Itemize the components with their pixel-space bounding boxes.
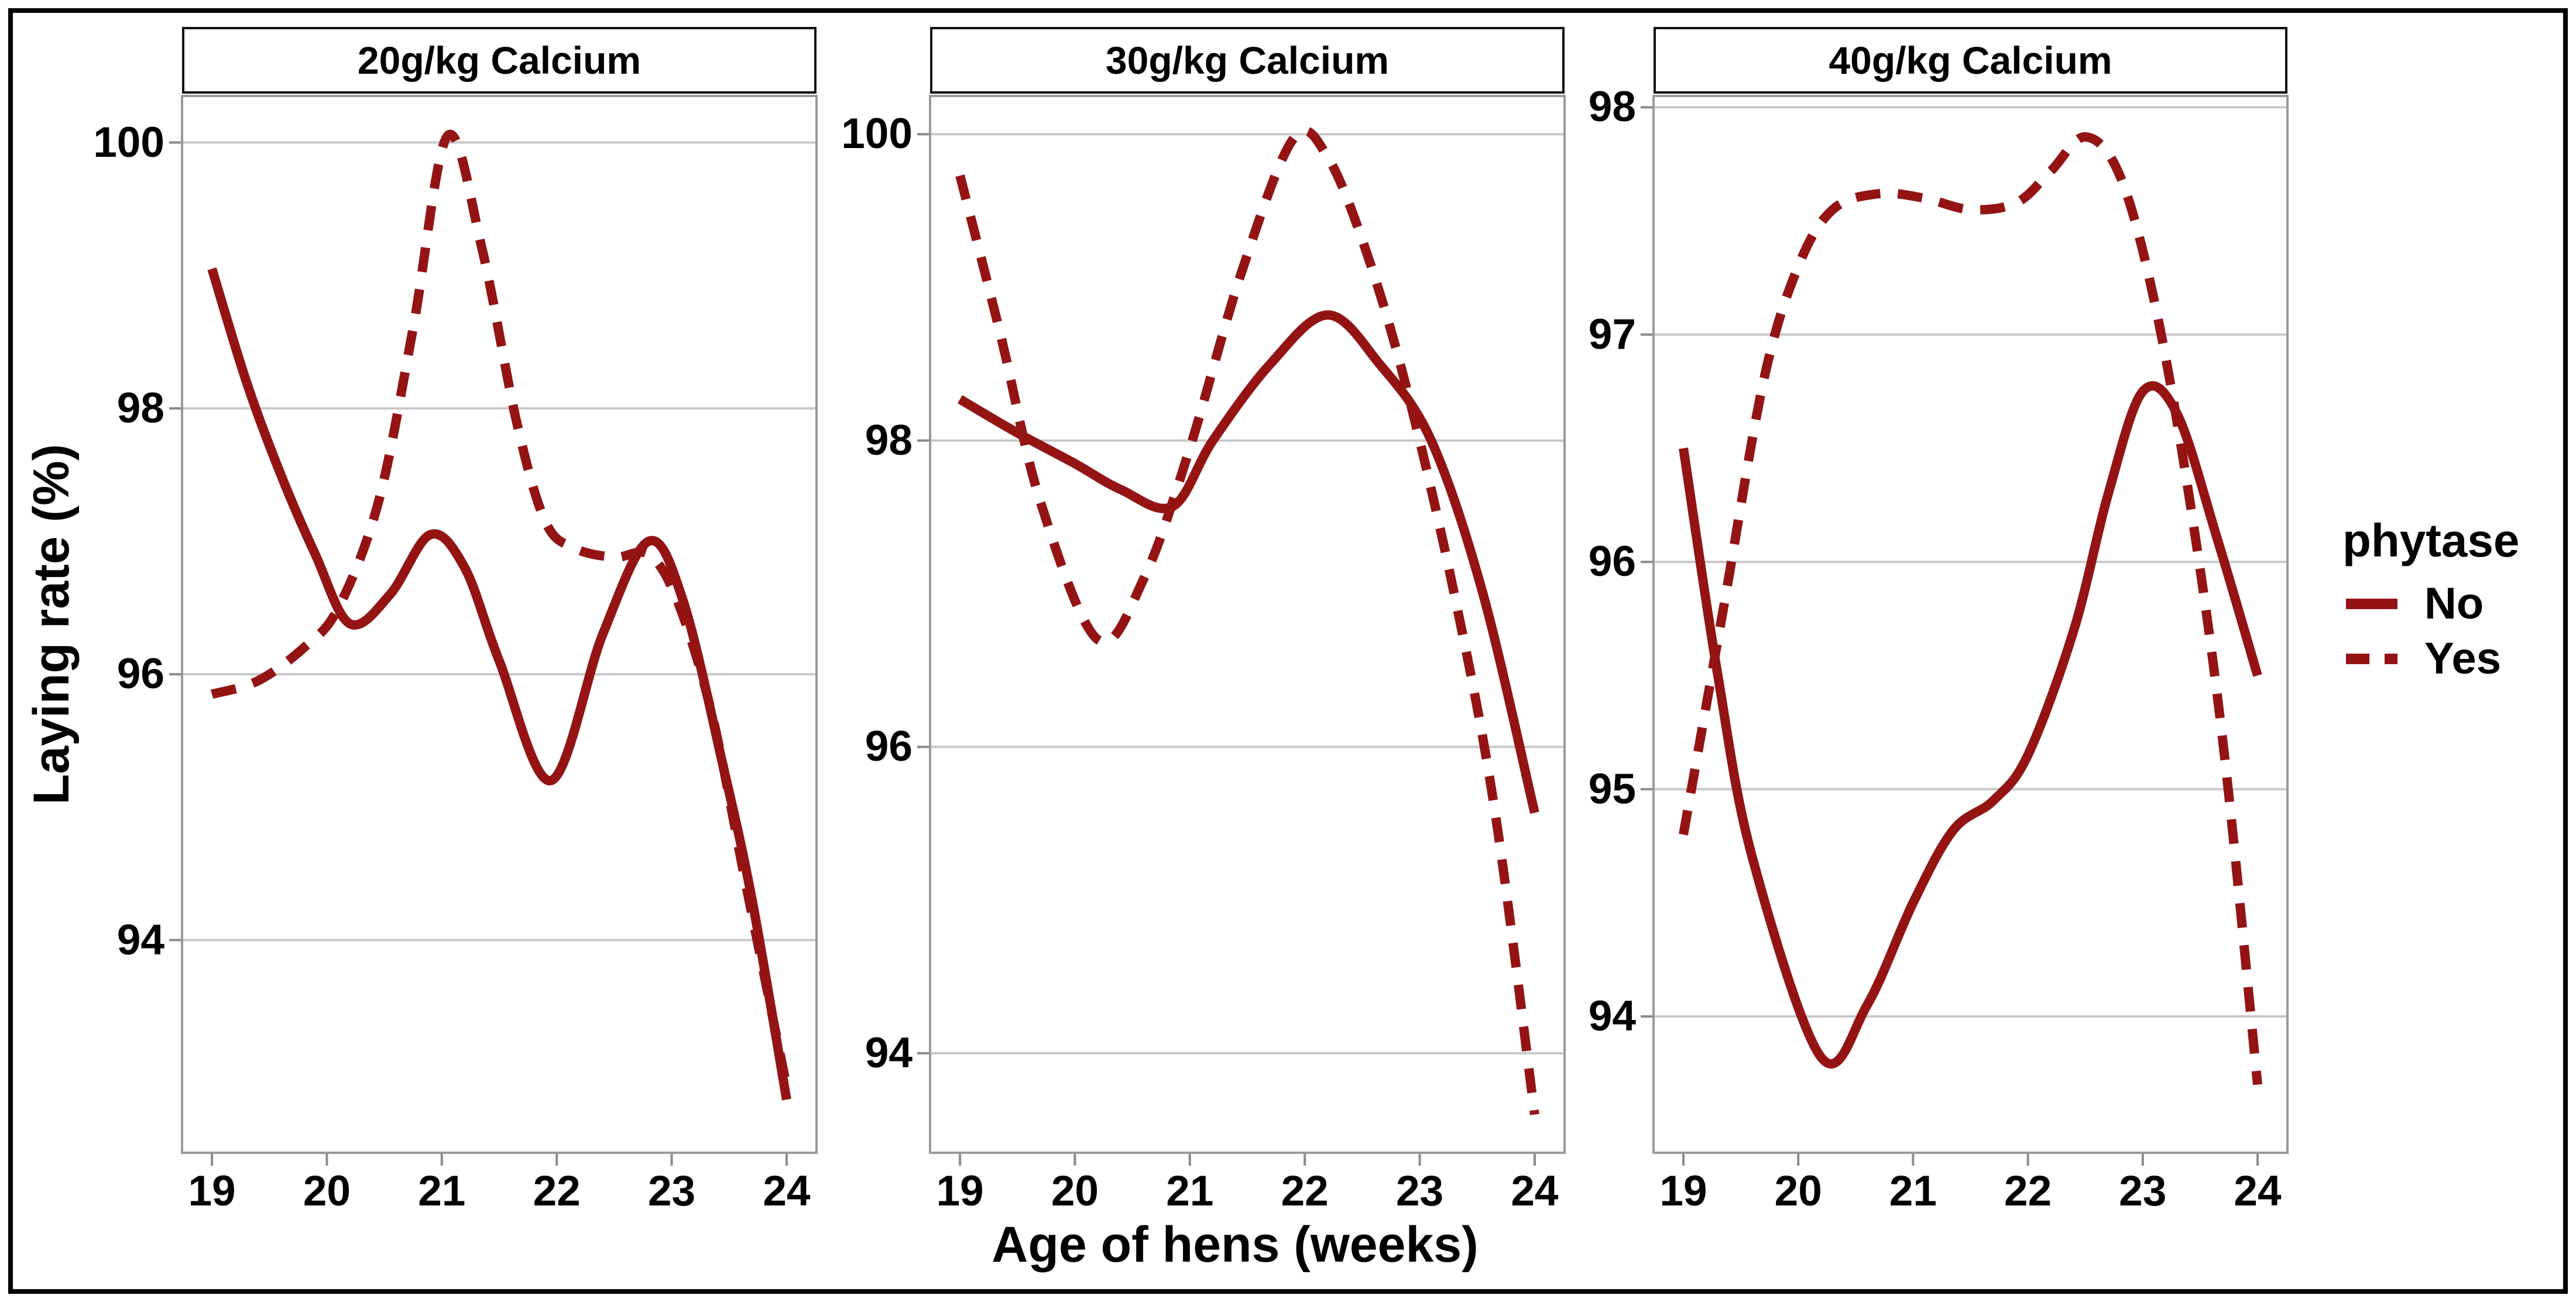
- x-tick-label: 22: [2004, 1167, 2052, 1215]
- y-tick-label: 94: [116, 916, 164, 964]
- curve-30-no: [958, 310, 1539, 814]
- panel-border: [1652, 95, 2289, 1154]
- legend-key-solid-line-icon: [2346, 599, 2397, 609]
- facet-strip-30gkg: 30g/kg Calcium: [930, 27, 1565, 94]
- curve-30-yes: [955, 126, 1539, 1115]
- y-tick-label: 97: [1588, 310, 1636, 358]
- y-tick-label: 96: [865, 723, 913, 771]
- legend-entry-no: No: [2424, 579, 2484, 628]
- curve-20-yes: [210, 129, 791, 1087]
- facet-strip-40gkg: 40g/kg Calcium: [1654, 27, 2287, 94]
- facet-strip-title: 40g/kg Calcium: [1829, 39, 2112, 82]
- y-tick-label: 98: [1588, 83, 1636, 131]
- y-tick-label: 96: [1588, 538, 1636, 586]
- x-tick-label: 22: [1281, 1167, 1329, 1215]
- x-tick-label: 19: [1659, 1167, 1707, 1215]
- y-tick-label: 100: [841, 110, 913, 158]
- x-tick-label: 24: [2234, 1167, 2282, 1215]
- legend-title: phytase: [2342, 514, 2520, 566]
- x-tick-label: 20: [1051, 1167, 1099, 1215]
- y-tick-label: 95: [1588, 765, 1636, 813]
- curve-20-no: [207, 267, 791, 1101]
- x-tick-label: 20: [303, 1167, 351, 1215]
- x-tick-label: 19: [188, 1167, 236, 1215]
- x-tick-label: 24: [1511, 1167, 1559, 1215]
- x-tick-label: 21: [1166, 1167, 1214, 1215]
- facet-strip-20gkg: 20g/kg Calcium: [182, 27, 817, 94]
- x-tick-label: 21: [1889, 1167, 1937, 1215]
- curve-40-no: [1679, 381, 2262, 1069]
- y-tick-label: 96: [116, 650, 164, 698]
- y-tick-label: 94: [1588, 992, 1636, 1040]
- y-tick-label: 94: [865, 1029, 913, 1077]
- y-tick-label: 98: [865, 416, 913, 464]
- facet-strip-title: 20g/kg Calcium: [357, 39, 642, 82]
- x-tick-label: 23: [647, 1167, 696, 1215]
- legend-entry-yes: Yes: [2424, 634, 2502, 683]
- x-tick-label: 20: [1774, 1167, 1822, 1215]
- panel-border: [181, 95, 818, 1154]
- figure-border: [8, 8, 2568, 1294]
- x-tick-label: 21: [418, 1167, 466, 1215]
- x-tick-label: 23: [1395, 1167, 1444, 1215]
- y-tick-label: 98: [116, 384, 164, 432]
- panel-border: [929, 95, 1566, 1154]
- y-tick-label: 100: [93, 118, 164, 166]
- x-tick-label: 23: [2119, 1167, 2167, 1215]
- x-tick-label: 19: [936, 1167, 984, 1215]
- x-axis-title: Age of hens (weeks): [992, 1217, 1479, 1273]
- x-tick-label: 24: [763, 1167, 811, 1215]
- facet-strip-title: 30g/kg Calcium: [1105, 39, 1390, 82]
- legend-key-dashed-line-icon: [2346, 654, 2397, 664]
- curve-40-yes: [1679, 132, 2262, 1085]
- x-tick-label: 22: [533, 1167, 581, 1215]
